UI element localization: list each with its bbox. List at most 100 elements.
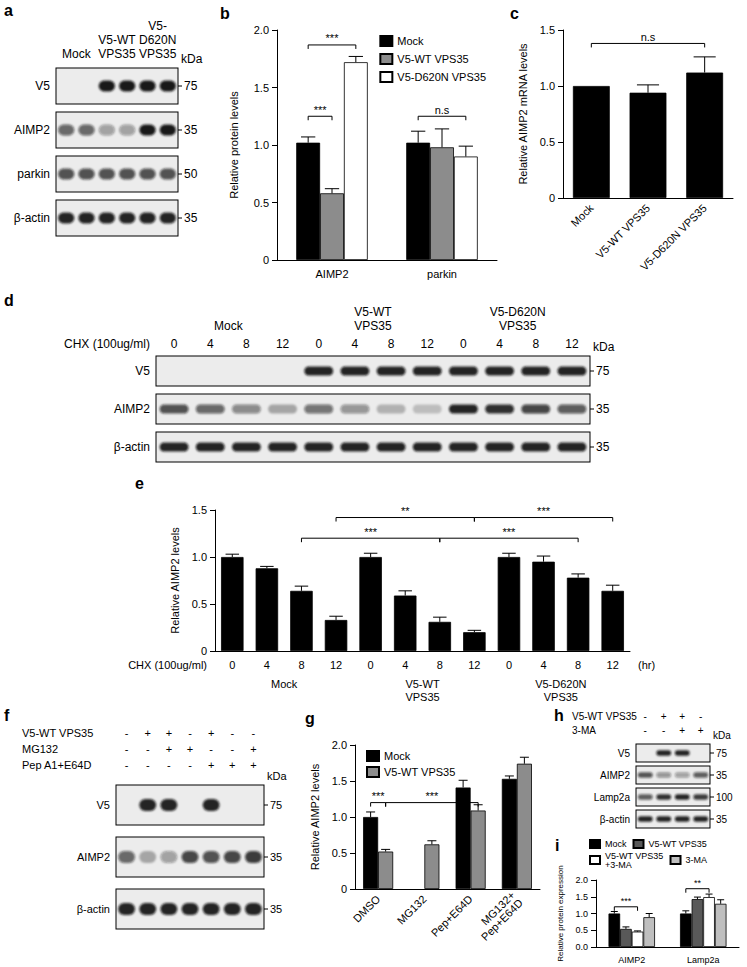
svg-text:35: 35 [596,402,610,416]
svg-text:***: *** [537,505,551,517]
svg-text:Relative protein expression: Relative protein expression [556,865,565,962]
svg-text:V5-D620NVPS35: V5-D620NVPS35 [490,305,546,333]
svg-text:AIMP2: AIMP2 [114,402,150,416]
svg-text:8: 8 [437,659,443,671]
svg-text:n.s: n.s [435,104,450,116]
svg-text:-: - [188,759,192,771]
svg-text:**: ** [401,505,410,517]
svg-text:12: 12 [330,659,342,671]
svg-text:1.0: 1.0 [192,551,207,563]
svg-text:kDa: kDa [593,340,615,354]
svg-text:1.0: 1.0 [575,909,588,919]
svg-text:V5: V5 [135,364,150,378]
svg-text:0.0: 0.0 [575,942,588,952]
svg-text:AIMP2: AIMP2 [600,770,630,781]
svg-text:+3-MA: +3-MA [605,860,632,870]
svg-text:AIMP2: AIMP2 [618,955,645,965]
svg-text:Mock: Mock [397,35,424,47]
svg-text:0: 0 [201,645,207,657]
svg-text:CHX (100ug/ml): CHX (100ug/ml) [128,659,207,671]
svg-text:4: 4 [207,337,214,351]
svg-text:V5-WT VPS35: V5-WT VPS35 [572,711,637,722]
svg-text:0.5: 0.5 [332,847,347,859]
svg-text:-: - [146,743,150,755]
svg-text:35: 35 [270,903,282,915]
svg-text:V5-WT VPS35: V5-WT VPS35 [22,727,93,739]
svg-text:***: *** [314,104,328,116]
svg-text:Relative AIMP2 levels: Relative AIMP2 levels [169,527,181,634]
svg-text:Mock: Mock [384,750,411,762]
svg-text:d: d [4,292,14,309]
svg-text:Mock: Mock [271,678,298,690]
svg-text:4: 4 [402,659,408,671]
svg-text:VPS35: VPS35 [405,691,439,703]
svg-text:1.5: 1.5 [332,775,347,787]
svg-text:V5-D620N VPS35: V5-D620N VPS35 [397,71,486,83]
svg-text:AIMP2: AIMP2 [315,268,348,280]
svg-text:(hr): (hr) [638,659,655,671]
svg-text:+: + [166,727,172,739]
svg-text:β-actin: β-actin [77,903,110,915]
svg-text:0: 0 [171,337,178,351]
svg-text:1.5: 1.5 [540,24,555,36]
svg-text:V5: V5 [35,79,50,93]
svg-text:12: 12 [468,659,480,671]
svg-text:-: - [209,743,213,755]
svg-text:Mock: Mock [62,47,92,61]
svg-text:2.0: 2.0 [575,875,588,885]
svg-text:CHX (100ug/ml): CHX (100ug/ml) [64,337,150,351]
svg-text:+: + [208,759,214,771]
svg-text:V5-D620N VPS35: V5-D620N VPS35 [638,202,709,273]
svg-text:4: 4 [264,659,270,671]
svg-text:+: + [166,743,172,755]
svg-text:-: - [167,759,171,771]
svg-text:Pep+E64D: Pep+E64D [479,897,525,943]
svg-text:V5-WT VPS35: V5-WT VPS35 [384,766,455,778]
svg-text:V5-WT: V5-WT [405,678,440,690]
svg-text:+: + [679,725,685,736]
svg-text:-: - [125,759,129,771]
svg-text:VPS35: VPS35 [544,691,578,703]
svg-text:8: 8 [298,659,304,671]
svg-text:12: 12 [565,337,579,351]
svg-text:f: f [4,707,10,724]
svg-text:***: *** [621,896,632,906]
svg-text:0.5: 0.5 [575,925,588,935]
svg-text:Relative AIMP2 mRNA levels: Relative AIMP2 mRNA levels [517,43,529,185]
svg-text:AIMP2: AIMP2 [77,851,110,863]
svg-text:V5-WT VPS35: V5-WT VPS35 [593,202,652,261]
svg-text:***: *** [364,526,378,538]
svg-text:V5-WT VPS35: V5-WT VPS35 [649,839,707,849]
svg-text:1.0: 1.0 [254,139,269,151]
svg-text:+: + [698,725,704,736]
svg-text:Pep+E64D: Pep+E64D [429,893,475,939]
svg-text:2.0: 2.0 [254,24,269,36]
svg-text:75: 75 [596,364,610,378]
svg-text:Mock: Mock [214,319,244,333]
svg-text:Relative protein levels: Relative protein levels [228,91,240,199]
svg-text:0: 0 [368,659,374,671]
svg-text:+: + [661,711,667,722]
svg-text:12: 12 [421,337,435,351]
svg-text:V5-WTVPS35: V5-WTVPS35 [354,305,392,333]
svg-text:1.0: 1.0 [540,80,555,92]
svg-text:Lamp2a: Lamp2a [594,792,631,803]
svg-text:0.5: 0.5 [192,598,207,610]
svg-text:4: 4 [352,337,359,351]
svg-text:kDa: kDa [181,52,203,66]
svg-text:e: e [135,475,144,492]
svg-text:75: 75 [184,79,198,93]
svg-text:a: a [4,2,13,19]
svg-text:kDa: kDa [267,770,287,782]
svg-text:0: 0 [229,659,235,671]
svg-text:-: - [125,727,129,739]
svg-text:3-MA: 3-MA [686,855,708,865]
svg-text:***: *** [326,32,340,44]
svg-text:1.5: 1.5 [254,82,269,94]
svg-text:-: - [230,743,234,755]
svg-text:V5-D620NVPS35: V5-D620NVPS35 [139,19,177,61]
svg-text:75: 75 [270,799,282,811]
svg-text:12: 12 [607,659,619,671]
svg-text:i: i [555,837,559,854]
svg-text:β-actin: β-actin [600,814,630,825]
